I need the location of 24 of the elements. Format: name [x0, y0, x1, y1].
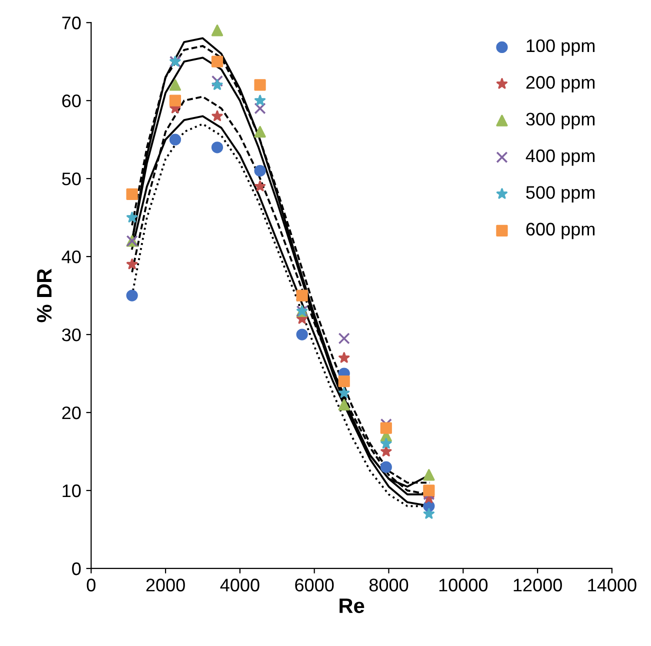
x-tick-label: 0	[86, 578, 96, 592]
legend-label: 300 ppm	[526, 112, 595, 130]
x-tick-label: 6000	[295, 578, 334, 592]
x-tick-label: 4000	[220, 578, 260, 592]
x-tick-label: 14000	[588, 578, 636, 592]
y-tick-label: 20	[62, 406, 81, 420]
x-tick-label: 2000	[146, 578, 185, 592]
legend-label: 500 ppm	[526, 186, 595, 202]
y-tick-label: 50	[62, 172, 81, 186]
y-tick-label: 70	[62, 16, 81, 30]
y-tick-label: 60	[62, 94, 81, 108]
x-tick-label: 12000	[514, 578, 562, 592]
legend-label: 100 ppm	[526, 39, 595, 56]
x-tick-label: 8000	[369, 578, 408, 592]
x-axis-title: Re	[340, 598, 364, 614]
legend-label: 600 ppm	[526, 222, 595, 240]
y-tick-label: 10	[62, 484, 81, 498]
y-tick-label: 30	[62, 328, 81, 342]
x-tick-label: 10000	[439, 578, 488, 592]
y-tick-label: 0	[72, 562, 81, 576]
y-axis-title: % DR	[36, 268, 52, 322]
legend-label: 400 ppm	[526, 149, 595, 166]
legend-label: 200 ppm	[526, 76, 595, 92]
y-tick-label: 40	[62, 250, 81, 264]
